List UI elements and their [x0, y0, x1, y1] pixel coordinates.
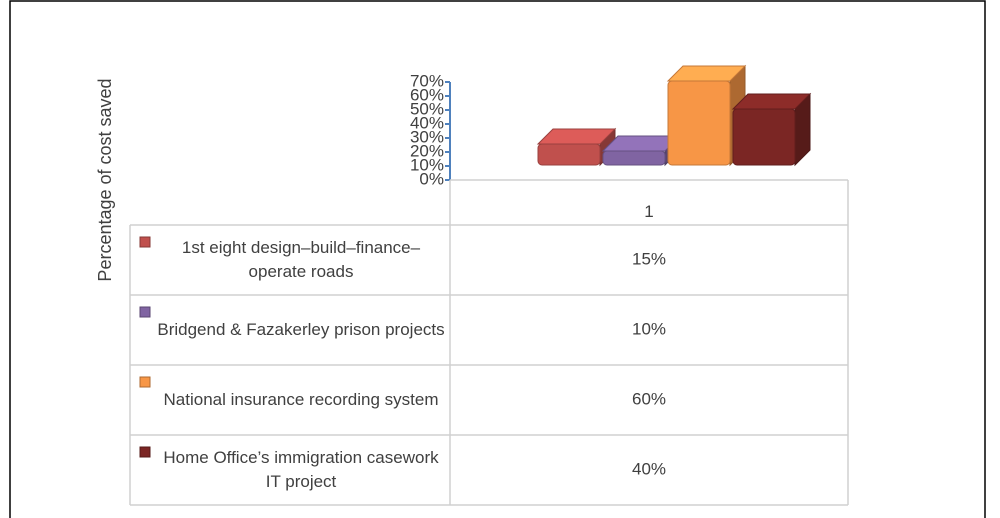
value-label: 15%	[632, 249, 666, 268]
bar-front	[537, 143, 601, 166]
legend-key	[139, 306, 151, 318]
value-label: 60%	[632, 389, 666, 408]
value-label: 10%	[632, 319, 666, 338]
bar-front	[732, 108, 796, 166]
y-tick-label: 70%	[410, 71, 444, 90]
legend-label: 1st eight design–build–finance–operate r…	[181, 238, 421, 281]
table-header: 1	[644, 202, 653, 221]
y-tick-label: 20%	[410, 141, 444, 160]
y-tick-label: 10%	[410, 155, 444, 174]
legend-key	[139, 236, 151, 248]
legend-cell: National insurance recording system	[163, 390, 439, 409]
legend-key	[139, 376, 151, 388]
legend-cell: Bridgend & Fazakerley prison projects	[157, 320, 445, 339]
y-tick-label: 0%	[419, 169, 444, 188]
legend-label: National insurance recording system	[163, 390, 439, 409]
value-label: 40%	[632, 459, 666, 478]
bar-front	[667, 80, 731, 166]
y-tick-label: 40%	[410, 113, 444, 132]
legend-cell: Home Office’s immigration casework IT pr…	[163, 448, 439, 491]
y-tick-label: 30%	[410, 127, 444, 146]
chart-border	[9, 0, 986, 518]
y-tick-label: 50%	[410, 99, 444, 118]
y-tick-label: 60%	[410, 85, 444, 104]
bar-front	[602, 150, 666, 166]
legend-key	[139, 446, 151, 458]
legend-label: Home Office’s immigration casework IT pr…	[163, 448, 439, 491]
legend-label: Bridgend & Fazakerley prison projects	[157, 320, 445, 339]
legend-cell: 1st eight design–build–finance–operate r…	[181, 238, 421, 281]
bar	[731, 92, 812, 167]
y-axis-label: Percentage of cost saved	[95, 78, 115, 281]
